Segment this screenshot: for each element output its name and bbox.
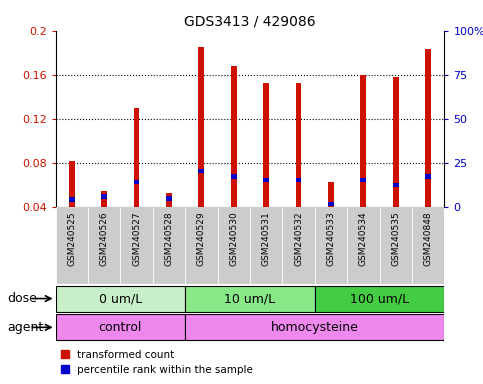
Bar	[166, 196, 172, 201]
Text: 10 um/L: 10 um/L	[225, 292, 275, 305]
Bar	[56, 286, 185, 311]
Text: GSM240531: GSM240531	[262, 211, 270, 266]
Bar	[134, 180, 140, 184]
Bar	[283, 207, 315, 284]
Bar	[56, 314, 185, 340]
Bar	[153, 207, 185, 284]
Text: GSM240534: GSM240534	[359, 211, 368, 266]
Text: GSM240528: GSM240528	[164, 211, 173, 266]
Text: GSM240533: GSM240533	[327, 211, 336, 266]
Bar	[199, 169, 204, 173]
Text: GSM240525: GSM240525	[67, 211, 76, 266]
Bar	[185, 207, 217, 284]
Text: GSM240527: GSM240527	[132, 211, 141, 266]
Text: GSM240535: GSM240535	[391, 211, 400, 266]
Bar	[101, 194, 107, 199]
Text: control: control	[99, 321, 142, 334]
Bar	[296, 83, 301, 207]
Bar	[263, 177, 269, 182]
Bar	[69, 161, 75, 207]
Bar	[315, 207, 347, 284]
Bar	[425, 174, 431, 179]
Bar	[199, 47, 204, 207]
Bar	[393, 77, 398, 207]
Title: GDS3413 / 429086: GDS3413 / 429086	[184, 14, 316, 28]
Text: dose: dose	[7, 292, 37, 305]
Text: 100 um/L: 100 um/L	[350, 292, 409, 305]
Bar	[231, 174, 237, 179]
Text: GSM240529: GSM240529	[197, 211, 206, 266]
Bar	[120, 207, 153, 284]
Bar	[263, 83, 269, 207]
Bar	[360, 75, 366, 207]
Text: GSM240848: GSM240848	[424, 211, 433, 266]
Text: 0 um/L: 0 um/L	[99, 292, 142, 305]
Bar	[393, 183, 398, 187]
Bar	[328, 182, 334, 207]
Bar	[380, 207, 412, 284]
Bar	[296, 177, 301, 182]
Bar	[425, 50, 431, 207]
Text: homocysteine: homocysteine	[271, 321, 359, 334]
Text: GSM240530: GSM240530	[229, 211, 238, 266]
Bar	[101, 191, 107, 207]
Bar	[56, 207, 88, 284]
Legend: transformed count, percentile rank within the sample: transformed count, percentile rank withi…	[61, 350, 253, 375]
Bar	[328, 202, 334, 206]
Text: GSM240532: GSM240532	[294, 211, 303, 266]
Bar	[217, 207, 250, 284]
Bar	[134, 108, 140, 207]
Bar	[231, 66, 237, 207]
Bar	[360, 177, 366, 182]
Bar	[347, 207, 380, 284]
Bar	[69, 197, 75, 202]
Bar	[185, 286, 315, 311]
Bar	[185, 314, 444, 340]
Bar	[88, 207, 120, 284]
Bar	[250, 207, 283, 284]
Bar	[166, 193, 172, 207]
Bar	[412, 207, 444, 284]
Text: agent: agent	[7, 321, 43, 334]
Bar	[315, 286, 444, 311]
Text: GSM240526: GSM240526	[99, 211, 109, 266]
